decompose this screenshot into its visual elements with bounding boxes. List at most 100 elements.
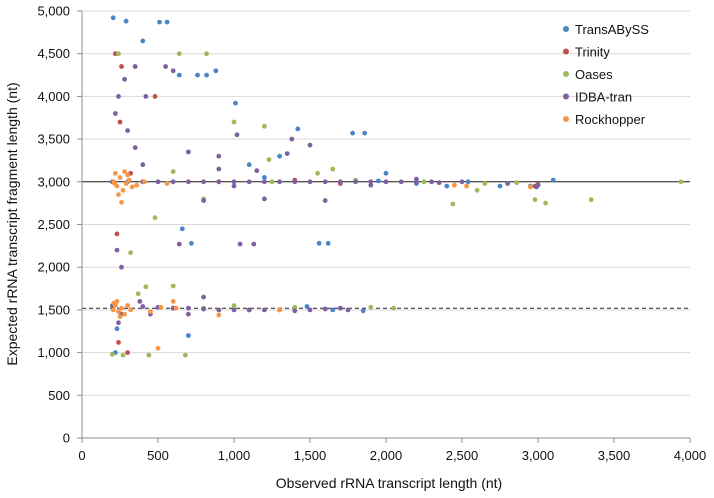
data-point bbox=[125, 172, 130, 178]
legend-marker bbox=[563, 71, 569, 77]
data-point bbox=[132, 145, 138, 151]
legend-marker bbox=[563, 26, 569, 32]
data-point bbox=[277, 307, 282, 313]
data-point bbox=[459, 179, 465, 185]
y-tick-label: 2,500 bbox=[37, 217, 70, 232]
data-point bbox=[126, 177, 132, 183]
data-point bbox=[111, 300, 117, 306]
data-point bbox=[330, 166, 336, 172]
data-point bbox=[110, 351, 115, 357]
data-point bbox=[269, 179, 275, 185]
data-point bbox=[231, 119, 237, 125]
data-point bbox=[338, 179, 343, 185]
data-point bbox=[170, 283, 176, 289]
legend-marker bbox=[563, 93, 569, 100]
data-point bbox=[368, 304, 374, 310]
data-point bbox=[170, 179, 176, 185]
data-point bbox=[216, 307, 222, 313]
x-tick-label: 3,500 bbox=[598, 448, 631, 463]
data-point bbox=[119, 199, 124, 205]
y-tick-label: 5,000 bbox=[37, 4, 70, 19]
data-point bbox=[322, 179, 328, 185]
data-point bbox=[234, 132, 240, 138]
data-point bbox=[114, 231, 120, 237]
data-point bbox=[123, 181, 129, 186]
data-point bbox=[534, 184, 539, 190]
data-point bbox=[414, 176, 419, 182]
data-point bbox=[231, 303, 237, 308]
data-point bbox=[123, 18, 129, 24]
data-point bbox=[216, 153, 222, 159]
data-point bbox=[186, 311, 191, 317]
data-point bbox=[113, 111, 118, 116]
data-point bbox=[368, 179, 374, 185]
data-point bbox=[186, 333, 191, 338]
data-point bbox=[137, 299, 143, 304]
y-tick-label: 1,500 bbox=[37, 302, 70, 317]
data-point bbox=[391, 305, 396, 311]
data-point bbox=[204, 72, 210, 78]
data-point bbox=[122, 311, 127, 317]
data-point bbox=[292, 304, 298, 310]
data-point bbox=[315, 170, 320, 176]
data-point bbox=[338, 305, 343, 311]
data-point bbox=[316, 240, 322, 246]
data-point bbox=[113, 170, 118, 176]
data-point bbox=[119, 64, 124, 69]
x-tick-label: 1,500 bbox=[294, 448, 327, 463]
data-point bbox=[444, 183, 450, 189]
data-point bbox=[201, 306, 207, 312]
data-point bbox=[345, 307, 351, 313]
data-point bbox=[122, 76, 127, 82]
data-point bbox=[350, 130, 355, 136]
legend-label: Trinity bbox=[575, 45, 610, 60]
data-point bbox=[176, 241, 182, 247]
data-point bbox=[429, 179, 434, 185]
data-point bbox=[128, 250, 134, 256]
data-point bbox=[116, 192, 121, 198]
data-point bbox=[482, 181, 488, 186]
data-point bbox=[307, 307, 313, 313]
legend-label: Rockhopper bbox=[575, 112, 646, 127]
x-tick-label: 2,500 bbox=[446, 448, 479, 463]
x-axis-title: Observed rRNA transcript length (nt) bbox=[276, 475, 502, 491]
data-point bbox=[450, 201, 456, 207]
data-point bbox=[550, 177, 556, 183]
legend: TransABySS Trinity Oases IDBA-tran Rockhoppe… bbox=[563, 22, 649, 127]
data-point bbox=[216, 179, 222, 185]
data-point bbox=[304, 304, 310, 309]
x-tick-label: 1,000 bbox=[218, 448, 251, 463]
y-axis-title: Expected rRNA transcript fragment length… bbox=[4, 82, 20, 365]
data-point bbox=[120, 352, 126, 358]
data-point bbox=[125, 350, 130, 355]
data-point bbox=[157, 19, 162, 25]
data-point bbox=[231, 183, 237, 189]
data-point bbox=[120, 187, 126, 193]
data-point bbox=[152, 94, 158, 99]
data-point bbox=[246, 179, 252, 185]
data-point bbox=[116, 340, 121, 345]
y-tick-label: 4,000 bbox=[37, 89, 70, 104]
data-point bbox=[398, 179, 404, 185]
data-point bbox=[140, 38, 146, 44]
series-transabyss bbox=[110, 15, 556, 355]
data-point bbox=[362, 130, 368, 136]
data-point bbox=[119, 305, 124, 311]
data-point bbox=[204, 51, 210, 57]
data-point bbox=[216, 166, 222, 172]
data-point bbox=[148, 309, 153, 314]
data-point bbox=[114, 247, 120, 253]
data-point bbox=[292, 308, 298, 314]
data-point bbox=[170, 68, 176, 74]
data-point bbox=[237, 241, 243, 247]
data-point bbox=[421, 179, 427, 185]
data-points bbox=[110, 15, 684, 358]
tick-labels: 0 500 1,000 1,500 2,000 2,500 3,000 3,500 4,000 0… bbox=[37, 4, 706, 464]
data-point bbox=[231, 307, 237, 313]
data-point bbox=[383, 170, 389, 176]
data-point bbox=[231, 179, 237, 185]
data-point bbox=[262, 175, 267, 180]
y-tick-label: 1,000 bbox=[37, 345, 70, 360]
data-point bbox=[155, 179, 161, 185]
y-tick-label: 2,000 bbox=[37, 260, 70, 275]
